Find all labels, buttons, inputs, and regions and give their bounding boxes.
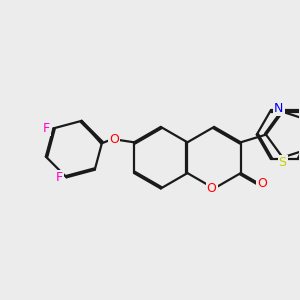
Text: N: N: [274, 102, 283, 115]
Text: F: F: [43, 122, 50, 135]
Text: S: S: [279, 156, 286, 169]
Text: O: O: [109, 133, 119, 146]
Text: F: F: [56, 171, 63, 184]
Text: O: O: [257, 177, 267, 190]
Text: O: O: [207, 182, 217, 195]
